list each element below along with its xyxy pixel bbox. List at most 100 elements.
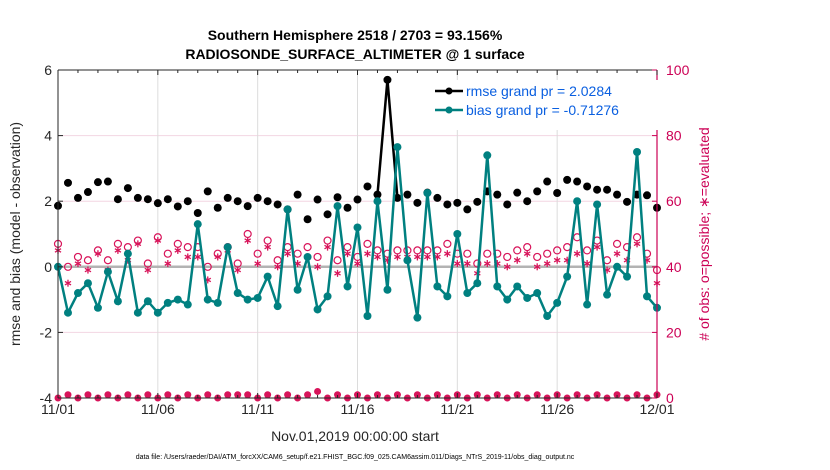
evaluated-obs-marker — [234, 266, 242, 274]
rmse-point — [113, 195, 122, 204]
possible-obs-marker — [483, 249, 492, 258]
rmse-point — [353, 195, 362, 204]
plot-area — [53, 75, 662, 402]
rmse-point — [233, 197, 242, 206]
bias-point — [303, 252, 312, 261]
rmse-point — [273, 200, 282, 209]
evaluated-obs-marker — [613, 250, 621, 258]
rmse-point — [313, 195, 322, 204]
rmse-point — [203, 187, 212, 196]
rmse-point — [523, 197, 532, 206]
rmse-point — [243, 202, 252, 211]
rmse-point — [473, 197, 482, 206]
bias-point — [453, 230, 462, 238]
bias-point — [603, 290, 612, 299]
rmse-point — [173, 202, 182, 211]
evaluated-obs-marker — [543, 260, 551, 268]
x-tick-label: 11/26 — [540, 401, 574, 417]
bias-point — [553, 298, 562, 307]
y-tick-label: 4 — [44, 128, 52, 144]
bottom-obs-marker — [124, 391, 132, 399]
evaluated-obs-marker — [483, 260, 491, 268]
bottom-obs-marker — [64, 391, 72, 399]
bias-point — [363, 312, 372, 320]
evaluated-obs-marker — [633, 240, 641, 248]
evaluated-obs-marker — [94, 250, 102, 258]
bottom-obs-marker — [314, 387, 322, 395]
possible-obs-marker — [443, 239, 452, 248]
possible-obs-marker — [343, 243, 352, 252]
evaluated-obs-marker — [344, 250, 351, 258]
bias-point — [293, 285, 302, 294]
bias-point — [533, 289, 542, 298]
evaluated-obs-marker — [354, 260, 361, 268]
evaluated-obs-marker — [573, 250, 581, 258]
rmse-point — [503, 200, 512, 209]
rmse-point — [83, 188, 92, 197]
evaluated-obs-marker — [284, 250, 291, 258]
rmse-point — [603, 185, 612, 194]
evaluated-obs-marker — [274, 263, 282, 271]
bias-point — [583, 300, 592, 309]
possible-obs-marker — [413, 246, 422, 255]
y-tick-label: 6 — [44, 62, 52, 78]
evaluated-obs-marker — [374, 253, 381, 261]
bottom-obs-marker — [573, 391, 581, 399]
possible-obs-marker — [503, 252, 512, 262]
y-tick-label: -4 — [40, 390, 53, 406]
bottom-obs-marker — [284, 391, 292, 399]
bias-point — [213, 298, 222, 307]
bias-point — [143, 297, 152, 306]
rmse-point — [513, 188, 522, 197]
bottom-obs-marker — [613, 391, 621, 399]
bias-point — [393, 143, 402, 152]
rmse-point — [383, 75, 392, 84]
bias-point — [93, 303, 102, 312]
possible-obs-marker — [393, 246, 402, 255]
rmse-point — [183, 197, 192, 206]
possible-obs-marker — [323, 236, 332, 245]
evaluated-obs-marker — [324, 243, 331, 251]
evaluated-obs-marker — [134, 240, 142, 248]
y-right-tick-label: 80 — [666, 128, 682, 144]
possible-obs-marker — [63, 262, 73, 271]
bottom-obs-marker — [244, 391, 252, 399]
bottom-obs-marker — [204, 391, 212, 399]
bias-point — [423, 189, 432, 197]
rmse-point — [123, 184, 132, 193]
y-axis-right-label: # of obs: o=possible; ∗=evaluated — [696, 127, 712, 340]
bias-point — [233, 289, 242, 298]
y-right-tick-label: 60 — [666, 193, 682, 209]
possible-obs-marker — [513, 246, 522, 255]
possible-obs-marker — [253, 249, 262, 258]
rmse-point — [293, 190, 302, 199]
evaluated-obs-marker — [453, 260, 461, 268]
evaluated-obs-marker — [214, 253, 222, 261]
bias-point — [83, 279, 92, 288]
possible-obs-marker — [293, 249, 302, 258]
y-tick-label: 2 — [44, 193, 52, 209]
possible-obs-marker — [243, 229, 252, 239]
rmse-point — [463, 205, 472, 214]
possible-obs-marker — [263, 236, 272, 245]
possible-obs-marker — [163, 249, 172, 258]
bottom-obs-marker — [164, 391, 172, 399]
bottom-obs-marker — [633, 391, 641, 399]
bias-point — [403, 256, 412, 265]
rmse-point — [493, 190, 502, 199]
possible-obs-marker — [173, 239, 182, 248]
possible-obs-marker — [533, 252, 542, 262]
possible-obs-marker — [183, 243, 192, 252]
evaluated-obs-marker — [264, 243, 272, 251]
bottom-obs-marker — [264, 391, 272, 399]
evaluated-obs-marker — [174, 246, 182, 254]
rmse-point — [563, 175, 572, 184]
rmse-point — [643, 191, 652, 200]
evaluated-obs-marker — [593, 243, 601, 251]
possible-obs-marker — [473, 259, 482, 268]
bottom-obs-marker — [234, 391, 242, 399]
x-tick-label: 11/06 — [141, 401, 175, 417]
rmse-point — [143, 195, 152, 204]
rmse-point — [543, 177, 552, 186]
possible-obs-marker — [73, 252, 83, 262]
